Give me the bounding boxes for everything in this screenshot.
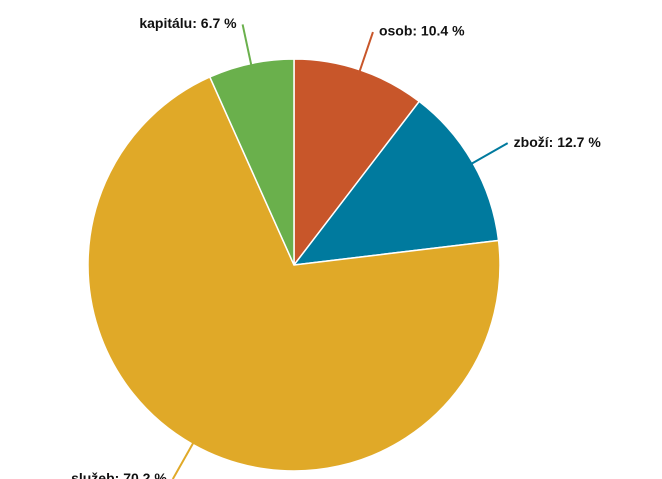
slice-label: zboží: 12.7 % bbox=[514, 134, 602, 150]
leader-line bbox=[356, 31, 374, 78]
leader-line bbox=[465, 142, 509, 168]
leader-line bbox=[241, 24, 254, 72]
slice-label: osob: 10.4 % bbox=[379, 23, 465, 39]
slice-label: služeb: 70.2 % bbox=[71, 470, 167, 479]
leader-line bbox=[171, 436, 198, 479]
slice-label: kapitálu: 6.7 % bbox=[139, 15, 237, 31]
